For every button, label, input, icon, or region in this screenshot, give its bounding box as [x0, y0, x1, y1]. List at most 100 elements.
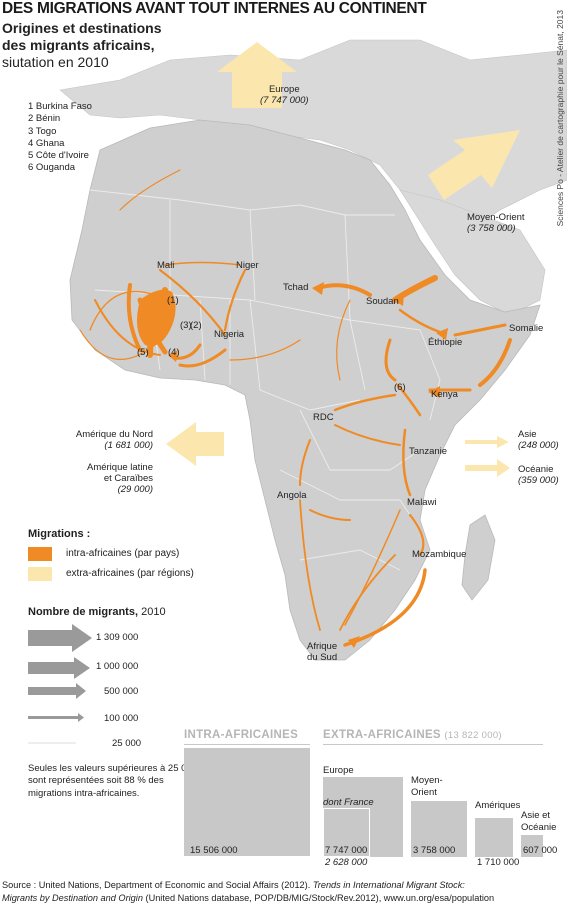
ao-total-label: Asie et Océanie	[521, 810, 556, 834]
map-label-mali: Mali	[157, 260, 175, 271]
country-key: 1 Burkina Faso 2 Bénin 3 Togo 4 Ghana 5 …	[28, 101, 92, 175]
mo-label-line: Orient	[411, 787, 437, 798]
label-moyen-orient: Moyen-Orient (3 758 000)	[467, 212, 525, 234]
africa-landmass	[69, 119, 541, 661]
region-value: (359 000)	[518, 475, 559, 486]
source-text: Source : United Nations, Department of E…	[2, 880, 313, 890]
map-label-mozambique: Mozambique	[412, 549, 467, 560]
map-label-malawi: Malawi	[407, 497, 437, 508]
france-subblock	[323, 808, 370, 857]
europe-value: 7 747 000	[325, 845, 368, 856]
size-value: 1 309 000	[96, 632, 139, 643]
size-legend-title: Nombre de migrants, 2010	[28, 606, 166, 618]
map-label-n4: (4)	[168, 347, 180, 358]
ao-label-line: Asie et	[521, 810, 551, 821]
region-name: Amérique latine	[86, 462, 153, 473]
size-legend-title-text: Nombre de migrants,	[28, 606, 139, 618]
size-arrow-100000	[28, 713, 84, 722]
europe-total-label: Europe	[323, 765, 354, 776]
region-name: Europe	[268, 84, 300, 95]
map-label-line: Afrique	[307, 641, 338, 652]
legend-extra-swatch	[28, 567, 52, 581]
ao-total-block	[521, 835, 543, 857]
mo-total-block	[411, 801, 467, 857]
size-arrow-1000000	[28, 657, 90, 679]
country-key-item: 3 Togo	[28, 125, 57, 137]
subtitle-line: siutation en 2010	[2, 54, 109, 70]
region-name: Amérique du Nord	[75, 429, 153, 440]
intra-total-block	[184, 748, 310, 856]
map-label-somalie: Somalie	[509, 323, 544, 334]
region-value: (29 000)	[117, 484, 153, 495]
africa-map	[59, 39, 567, 661]
legend-intra-label: intra-africaines (par pays)	[66, 548, 180, 559]
country-key-item: 6 Ouganda	[28, 162, 76, 174]
map-label-kenya: Kenya	[431, 389, 458, 400]
threshold-note: Seules les valeurs supérieures à 25 000 …	[28, 763, 197, 799]
size-value: 100 000	[104, 713, 139, 724]
country-borders	[89, 189, 441, 571]
label-amerique-nord: Amérique du Nord (1 681 000)	[58, 429, 153, 451]
asie-arrow	[465, 436, 509, 448]
amerique-nord-arrow	[166, 422, 224, 466]
mo-total-label: Moyen- Orient	[411, 775, 443, 799]
region-name: Moyen-Orient	[467, 212, 525, 223]
source-note: Source : United Nations, Department of E…	[2, 879, 562, 904]
mo-value: 3 758 000	[413, 845, 456, 856]
region-name: et Caraïbes	[103, 473, 153, 484]
label-oceanie: Océanie (359 000)	[518, 464, 559, 486]
size-arrow-500000	[28, 683, 86, 699]
extra-heading-text: EXTRA-AFRICAINES	[323, 729, 441, 741]
europe-total-block	[323, 777, 403, 857]
region-name: Océanie	[518, 464, 554, 475]
legend-title: Migrations :	[28, 528, 91, 540]
map-label-niger: Niger	[236, 260, 259, 271]
subtitle-line: Origines et destinations	[2, 20, 162, 36]
region-name: Asie	[518, 429, 537, 440]
ao-label-line: Océanie	[521, 822, 557, 833]
extra-african-arrows	[166, 42, 520, 477]
west-africa-hotspot	[136, 289, 176, 346]
size-legend-arrows	[28, 624, 92, 744]
source-text: (United Nations database, POP/DB/MIG/Sto…	[142, 892, 495, 903]
map-label-n6: (6)	[394, 382, 406, 393]
map-label-n3: (3)	[180, 320, 192, 331]
map-label-angola: Angola	[277, 490, 307, 501]
intra-value: 15 506 000	[190, 845, 238, 856]
dont-france-label: dont France	[323, 797, 374, 808]
map-label-line: du Sud	[307, 652, 338, 663]
extra-heading: EXTRA-AFRICAINES (13 822 000)	[323, 729, 502, 741]
map-label-tchad: Tchad	[283, 282, 309, 293]
am-total-label: Amériques	[475, 800, 521, 811]
size-legend-year: 2010	[141, 606, 166, 618]
am-total-block	[475, 818, 513, 857]
country-key-item: 2 Bénin	[28, 113, 61, 125]
arabia-landmass	[399, 189, 546, 316]
size-value: 1 000 000	[96, 661, 139, 672]
am-value: 1 710 000	[477, 857, 520, 868]
subtitle: Origines et destinations des migrants af…	[2, 20, 161, 71]
moyen-orient-arrow	[428, 130, 520, 200]
map-label-afrique-du-sud: Afrique du Sud	[307, 641, 337, 663]
map-label-n1: (1)	[167, 295, 179, 306]
label-europe: Europe (7 747 000)	[260, 84, 309, 106]
legend-extra-label: extra-africaines (par régions)	[66, 568, 194, 579]
country-key-item: 5 Côte d'Ivoire	[28, 150, 89, 162]
page-title: DES MIGRATIONS AVANT TOUT INTERNES AU CO…	[2, 0, 427, 17]
region-value: (7 747 000)	[260, 95, 309, 106]
mo-label-line: Moyen-	[411, 775, 443, 786]
map-label-n5: (5)	[137, 347, 149, 358]
label-amerique-latine: Amérique latine et Caraïbes (29 000)	[58, 462, 153, 495]
label-asie: Asie (248 000)	[518, 429, 559, 451]
map-label-rdc: RDC	[313, 412, 334, 423]
intra-heading: INTRA-AFRICAINES	[184, 729, 299, 741]
source-title: Trends in International Migrant Stock:	[312, 880, 465, 890]
legend-intra-swatch	[28, 547, 52, 561]
country-key-item: 1 Burkina Faso	[28, 101, 92, 112]
map-label-ethiopie: Éthiopie	[428, 337, 463, 348]
country-key-item: 4 Ghana	[28, 137, 65, 149]
europe-arrow	[217, 42, 297, 108]
map-label-nigeria: Nigeria	[214, 329, 245, 340]
size-value: 25 000	[112, 738, 142, 749]
extra-heading-rule	[323, 744, 543, 745]
